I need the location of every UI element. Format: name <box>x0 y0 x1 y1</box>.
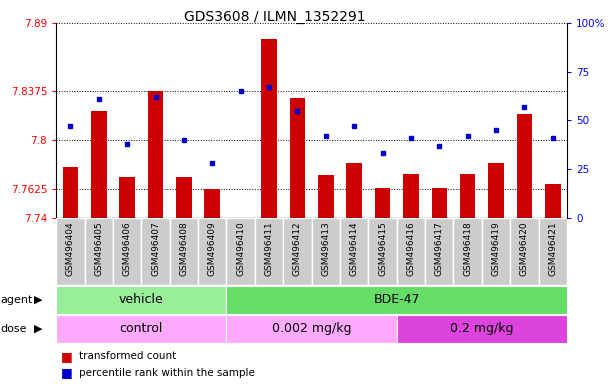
Text: percentile rank within the sample: percentile rank within the sample <box>79 368 255 378</box>
Bar <box>375 188 390 218</box>
Text: ■: ■ <box>61 366 73 379</box>
FancyBboxPatch shape <box>340 218 368 285</box>
Text: GSM496404: GSM496404 <box>66 221 75 276</box>
Text: GDS3608 / ILMN_1352291: GDS3608 / ILMN_1352291 <box>184 10 366 23</box>
FancyBboxPatch shape <box>113 218 141 285</box>
Bar <box>346 163 362 218</box>
Text: GSM496413: GSM496413 <box>321 221 331 276</box>
Text: GSM496405: GSM496405 <box>94 221 103 276</box>
Bar <box>488 163 504 218</box>
Text: GSM496417: GSM496417 <box>435 221 444 276</box>
Text: vehicle: vehicle <box>119 293 164 306</box>
FancyBboxPatch shape <box>170 218 198 285</box>
Text: control: control <box>120 322 163 335</box>
FancyBboxPatch shape <box>539 218 567 285</box>
Text: 0.2 mg/kg: 0.2 mg/kg <box>450 322 514 335</box>
Text: GSM496416: GSM496416 <box>406 221 415 276</box>
Text: 0.002 mg/kg: 0.002 mg/kg <box>272 322 351 335</box>
FancyBboxPatch shape <box>425 218 453 285</box>
Bar <box>227 286 567 314</box>
Bar <box>119 177 135 218</box>
Text: GSM496406: GSM496406 <box>123 221 131 276</box>
Bar <box>262 39 277 218</box>
FancyBboxPatch shape <box>482 218 510 285</box>
FancyBboxPatch shape <box>84 218 113 285</box>
Text: agent: agent <box>1 295 33 305</box>
Text: GSM496412: GSM496412 <box>293 221 302 276</box>
FancyBboxPatch shape <box>141 218 170 285</box>
Bar <box>148 91 163 218</box>
Text: ■: ■ <box>61 350 73 363</box>
Text: BDE-47: BDE-47 <box>373 293 420 306</box>
Text: GSM496409: GSM496409 <box>208 221 217 276</box>
FancyBboxPatch shape <box>312 218 340 285</box>
Text: GSM496408: GSM496408 <box>180 221 188 276</box>
Text: GSM496410: GSM496410 <box>236 221 245 276</box>
FancyBboxPatch shape <box>368 218 397 285</box>
FancyBboxPatch shape <box>198 218 227 285</box>
Text: GSM496421: GSM496421 <box>548 221 557 276</box>
Text: dose: dose <box>1 324 27 334</box>
Bar <box>91 111 106 218</box>
Bar <box>56 218 567 285</box>
FancyBboxPatch shape <box>453 218 482 285</box>
Bar <box>176 177 192 218</box>
Text: GSM496420: GSM496420 <box>520 221 529 276</box>
FancyBboxPatch shape <box>227 218 255 285</box>
Text: GSM496414: GSM496414 <box>349 221 359 276</box>
Text: GSM496418: GSM496418 <box>463 221 472 276</box>
Bar <box>545 184 561 218</box>
FancyBboxPatch shape <box>397 218 425 285</box>
Bar <box>227 315 397 343</box>
Text: GSM496411: GSM496411 <box>265 221 274 276</box>
Bar <box>517 114 532 218</box>
Bar <box>397 315 567 343</box>
Bar <box>431 188 447 218</box>
Bar <box>56 286 227 314</box>
Bar <box>205 189 220 218</box>
Bar <box>56 315 227 343</box>
FancyBboxPatch shape <box>255 218 284 285</box>
Bar <box>62 167 78 218</box>
Bar <box>318 175 334 218</box>
Text: ▶: ▶ <box>34 324 42 334</box>
Bar <box>460 174 475 218</box>
Bar <box>290 98 306 218</box>
FancyBboxPatch shape <box>510 218 539 285</box>
FancyBboxPatch shape <box>56 218 84 285</box>
FancyBboxPatch shape <box>284 218 312 285</box>
Text: GSM496419: GSM496419 <box>492 221 500 276</box>
Text: GSM496415: GSM496415 <box>378 221 387 276</box>
Text: GSM496407: GSM496407 <box>151 221 160 276</box>
Text: ▶: ▶ <box>34 295 42 305</box>
Text: transformed count: transformed count <box>79 351 177 361</box>
Bar <box>403 174 419 218</box>
